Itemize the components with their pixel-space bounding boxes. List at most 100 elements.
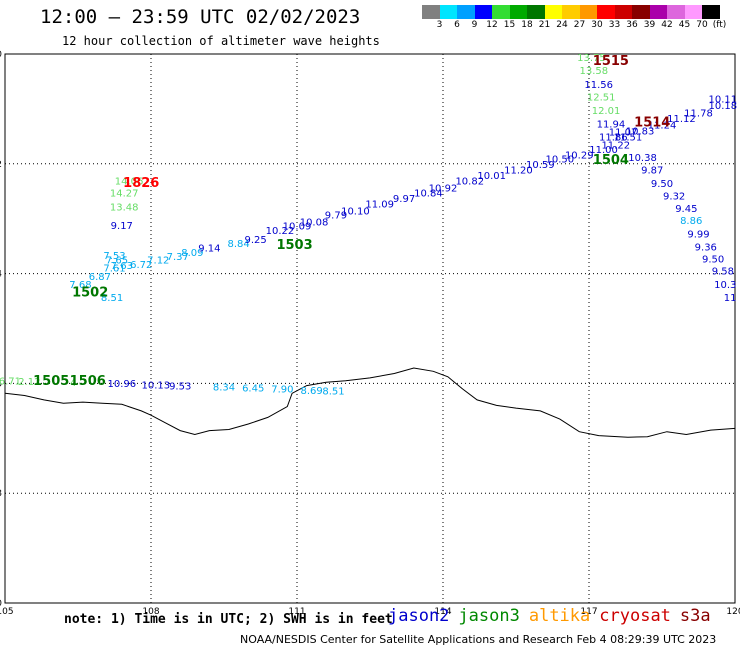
satellite-jason3: jason3 [458, 606, 520, 626]
legend-label: 30 [591, 20, 603, 30]
legend-label: 33 [608, 20, 621, 30]
wave-height-label: 4 [70, 378, 76, 389]
wave-height-label: 11.24 [648, 121, 677, 132]
wave-height-label: 11.78 [684, 109, 713, 120]
legend-label: 18 [521, 20, 533, 30]
legend-swatch [632, 5, 650, 19]
wave-height-label: 7.90 [271, 385, 293, 396]
wave-height-label: 10.92 [429, 183, 458, 194]
pass-number-label: 1504 [593, 153, 629, 168]
wave-height-label: 7.68 [69, 280, 91, 291]
legend-label: 9 [471, 20, 478, 30]
legend-label: 27 [573, 20, 586, 30]
wave-height-label: 8.51 [322, 386, 344, 397]
satellite-altika: altika [528, 606, 591, 626]
legend-swatch [649, 5, 667, 19]
chart-subtitle: 12 hour collection of altimeter wave hei… [62, 34, 380, 48]
wave-height-label: 8.34 [213, 383, 235, 394]
legend-swatch [562, 5, 580, 19]
wave-height-label: 10.11 [709, 94, 738, 105]
legend-swatch [702, 5, 720, 19]
x-tick-label: 117 [580, 607, 597, 617]
legend-label: 45 [678, 20, 691, 30]
wave-height-label: 9.87 [641, 166, 663, 177]
y-tick-label: -64 [0, 270, 2, 280]
legend-swatch [597, 5, 615, 19]
wave-height-label: 7.63 [111, 261, 133, 272]
legend-swatch [614, 5, 632, 19]
wave-height-label: 13.75 [577, 53, 606, 64]
legend-swatch [667, 5, 685, 19]
wave-height-label: 12.51 [587, 93, 616, 104]
wave-height-label: 13.48 [110, 202, 139, 213]
wave-height-label: 9.45 [675, 204, 697, 215]
legend-label: (ft) [712, 20, 727, 30]
wave-height-label: 11.00 [589, 145, 618, 156]
wave-height-label: 11.56 [584, 80, 613, 91]
pass-number-label: 1826 [123, 176, 159, 191]
chart-title: 12:00 – 23:59 UTC 02/02/2023 [40, 6, 361, 28]
x-tick-label: 108 [142, 607, 159, 617]
footnote: note: 1) Time is in UTC; 2) SWH is in fe… [64, 612, 393, 627]
x-tick-label: 105 [0, 607, 14, 617]
coastline [4, 367, 736, 438]
wave-height-label: 9.17 [111, 221, 133, 232]
legend-swatch [457, 5, 475, 19]
wave-height-label: 7.37 [167, 252, 189, 263]
pass-number-label: 1514 [634, 115, 670, 130]
wave-height-label: 11.09 [365, 200, 394, 211]
legend-swatch [684, 5, 702, 19]
wave-height-label: 8.86 [680, 216, 702, 227]
y-tick-label: -68 [0, 489, 2, 499]
x-tick-label: 114 [434, 607, 451, 617]
wave-height-label: 10.09 [283, 222, 312, 233]
y-tick-label: -66 [0, 379, 2, 389]
wave-height-label: 6.87 [89, 272, 111, 283]
wave-height-label: 9.32 [663, 191, 685, 202]
legend-label: 39 [643, 20, 656, 30]
legend-label: 24 [556, 20, 568, 30]
wave-height-label: 10.08 [300, 217, 329, 228]
legend-label: 15 [503, 20, 516, 30]
wave-height-label: 9.14 [198, 244, 220, 255]
wave-height-label: 11.94 [597, 120, 626, 131]
wave-height-label: 11.86 [599, 133, 628, 144]
wave-height-label: 11.51 [614, 133, 643, 144]
wave-height-label: 12.01 [592, 106, 621, 117]
satellite-legend: jason2 jason3 altika cryosat s3a [388, 606, 720, 626]
color-scale-swatches [422, 5, 740, 19]
credit-line: NOAA/NESDIS Center for Satellite Applica… [240, 633, 717, 646]
wave-height-label: 10.3 [714, 280, 736, 291]
legend-swatch [474, 5, 492, 19]
wave-height-label: 9.79 [325, 211, 347, 222]
legend-label: 36 [626, 20, 638, 30]
satellite-jason2: jason2 [388, 606, 450, 626]
wave-height-label: 10.96 [107, 379, 136, 390]
wave-height-label: 2.12 [18, 377, 40, 388]
wave-height-label: 8.09 [181, 248, 203, 259]
legend-swatch [579, 5, 597, 19]
wave-height-label: 10.59 [526, 160, 555, 171]
wave-height-label: 10.38 [628, 153, 657, 164]
wave-height-label: 11 [724, 293, 737, 304]
wave-height-label: 9.50 [651, 179, 673, 190]
legend-swatch [509, 5, 527, 19]
wave-height-label: 6.72 [130, 260, 152, 271]
wave-height-label: 13.58 [580, 66, 609, 77]
legend-swatch [527, 5, 545, 19]
legend-label: 70 [696, 20, 708, 30]
satellite-s3a: s3a [679, 606, 711, 626]
wave-height-label: 6.71 [0, 376, 21, 387]
wave-height-label: 9.53 [169, 381, 191, 392]
legend-swatch [492, 5, 510, 19]
wave-height-label: 9.99 [687, 229, 709, 240]
pass-number-label: 1506 [70, 374, 106, 389]
legend-label: 6 [454, 20, 460, 30]
wave-height-label: 11.20 [504, 166, 533, 177]
wave-height-label: 11.12 [667, 114, 696, 125]
wave-height-label: 11.07 [609, 127, 638, 138]
legend-swatch [439, 5, 457, 19]
wave-height-label: 10.18 [709, 101, 738, 112]
wave-height-label: 6.45 [242, 384, 264, 395]
